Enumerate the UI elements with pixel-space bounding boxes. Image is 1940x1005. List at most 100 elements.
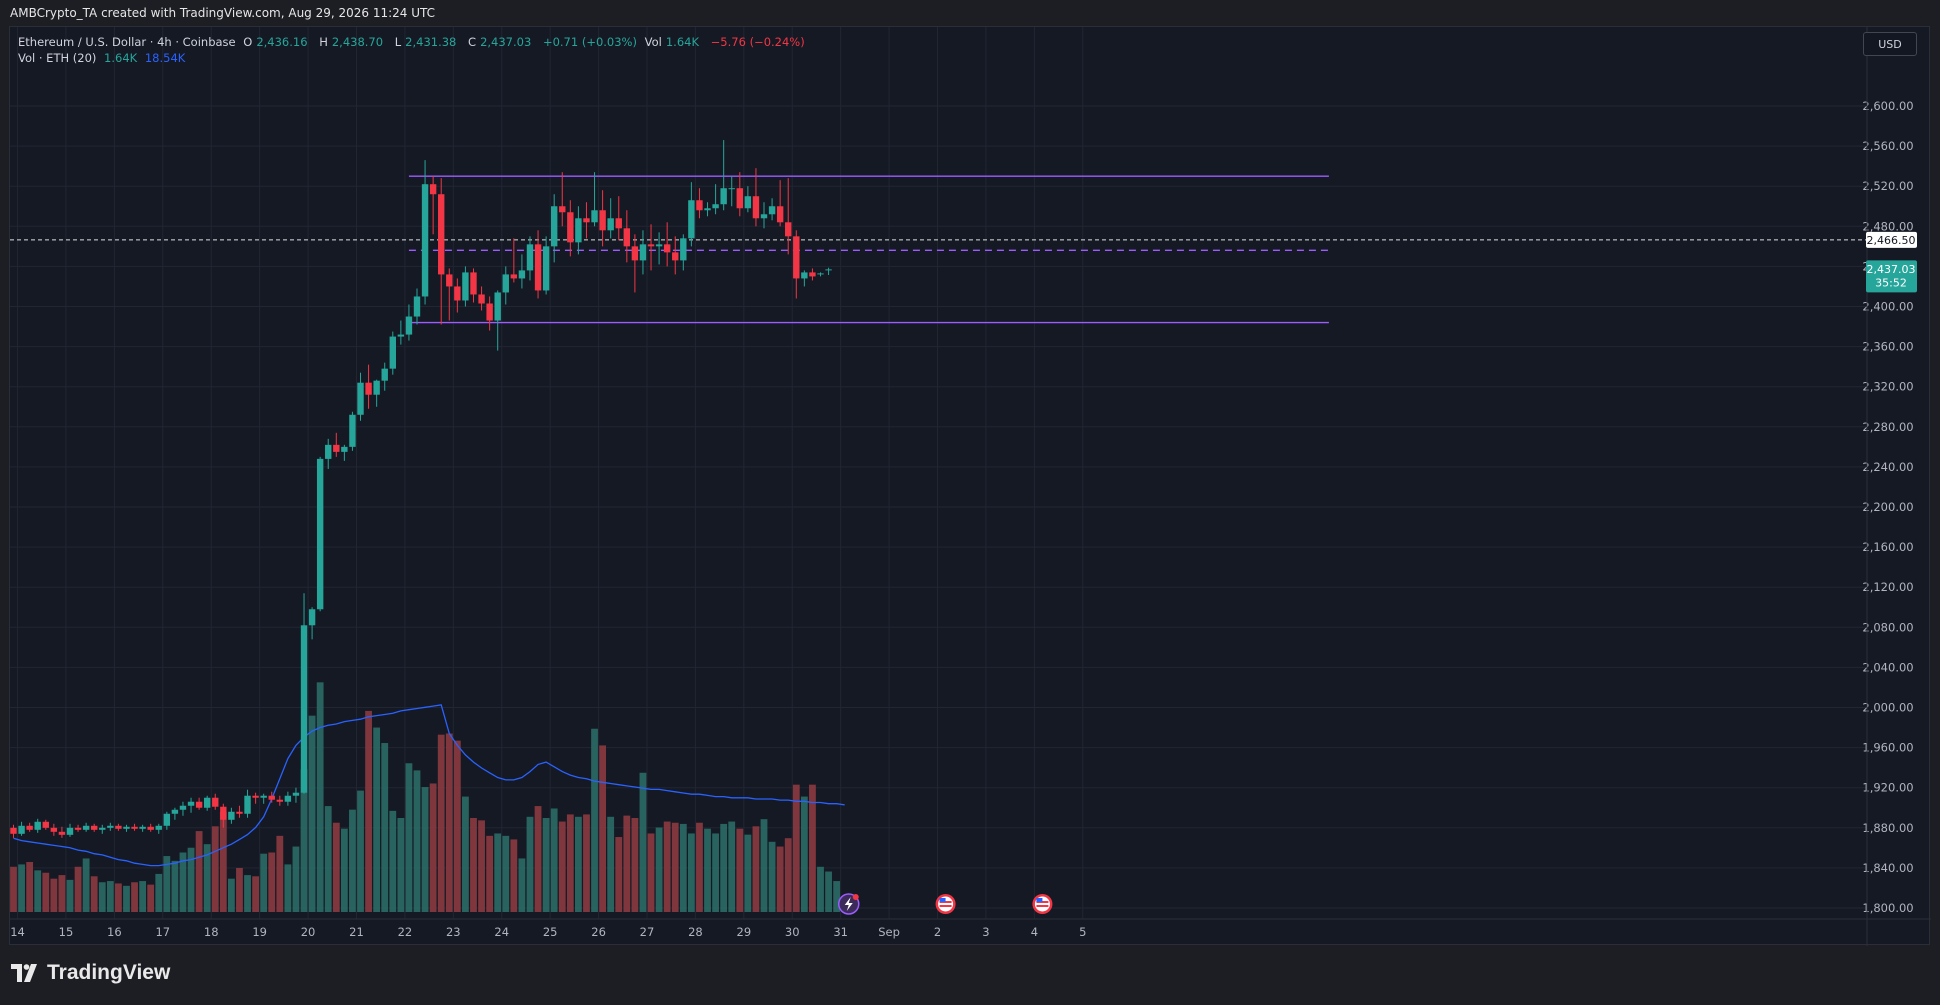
price-change: +0.71 (+0.03%) bbox=[542, 35, 637, 49]
volume-bar bbox=[316, 682, 324, 912]
volume-bar bbox=[139, 881, 147, 912]
candle-body bbox=[575, 218, 582, 243]
candle bbox=[752, 168, 760, 227]
candle bbox=[478, 286, 485, 311]
candle-body bbox=[365, 382, 372, 395]
volume-bar bbox=[462, 796, 469, 912]
volume-bar bbox=[647, 833, 655, 912]
volume-bar bbox=[494, 833, 502, 912]
candle bbox=[438, 178, 445, 325]
candle-body bbox=[236, 811, 243, 814]
candle bbox=[42, 819, 49, 830]
candle bbox=[672, 236, 679, 275]
volume-bar bbox=[631, 817, 639, 912]
candle bbox=[575, 206, 582, 255]
candle-body bbox=[526, 244, 534, 271]
candle bbox=[421, 160, 429, 305]
candle-body bbox=[18, 825, 25, 834]
candle-body bbox=[308, 609, 316, 626]
candle-body bbox=[373, 380, 380, 395]
volume-change: −5.76 (−0.24%) bbox=[710, 35, 805, 49]
candle bbox=[663, 222, 671, 267]
last-price-label-box bbox=[1866, 260, 1917, 293]
candle-body bbox=[655, 244, 663, 247]
volume-bar bbox=[760, 819, 768, 912]
candle bbox=[357, 372, 364, 421]
x-tick-label: Sep bbox=[878, 925, 900, 939]
candle bbox=[647, 224, 655, 271]
candle-body bbox=[639, 244, 647, 261]
volume-bar bbox=[260, 853, 268, 912]
volume-bar bbox=[445, 733, 453, 912]
candle-body bbox=[454, 286, 461, 301]
candle-body bbox=[341, 446, 348, 452]
open-value: 2,436.16 bbox=[256, 35, 308, 49]
volume-bar bbox=[736, 828, 744, 912]
candle-body bbox=[155, 825, 162, 830]
candle-body bbox=[583, 218, 590, 223]
candle bbox=[195, 797, 203, 810]
volume-bar bbox=[163, 856, 171, 912]
candle-body bbox=[809, 272, 816, 277]
volume-series bbox=[10, 682, 849, 912]
symbol-label[interactable]: Ethereum / U.S. Dollar · 4h · Coinbase bbox=[18, 35, 236, 49]
volume-bar bbox=[453, 740, 461, 912]
candle bbox=[510, 238, 518, 283]
candle-body bbox=[381, 368, 388, 381]
candle bbox=[680, 234, 687, 271]
volume-bar bbox=[50, 878, 58, 912]
candle-body bbox=[446, 274, 453, 287]
candle-body bbox=[82, 825, 90, 830]
y-tick-label: 2,040.00 bbox=[1862, 660, 1913, 674]
candle-body bbox=[631, 246, 639, 261]
candle-body bbox=[316, 458, 324, 610]
volume-bar bbox=[187, 847, 195, 912]
price-chart[interactable]: 2,600.002,560.002,520.002,480.002,440.00… bbox=[10, 27, 1931, 946]
volume-bar bbox=[671, 822, 679, 912]
volume-bar bbox=[82, 858, 90, 912]
volume-bar bbox=[405, 763, 413, 912]
x-tick-label: 14 bbox=[10, 925, 25, 939]
volume-bar bbox=[26, 862, 34, 912]
volume-bar bbox=[486, 835, 494, 912]
grid-lines bbox=[10, 27, 1867, 919]
candle bbox=[599, 190, 606, 247]
candle-body bbox=[550, 206, 558, 247]
candle bbox=[203, 795, 211, 811]
volume-bar bbox=[413, 770, 421, 912]
volume-bar bbox=[510, 839, 518, 912]
volume-bar bbox=[687, 833, 695, 912]
candle-body bbox=[276, 799, 284, 802]
brand-name: TradingView bbox=[47, 961, 171, 984]
candle bbox=[349, 411, 356, 451]
candle bbox=[365, 364, 372, 409]
candle-body bbox=[421, 184, 429, 297]
countdown-label: 35:52 bbox=[1875, 276, 1907, 289]
candle bbox=[631, 234, 639, 293]
candle bbox=[688, 182, 695, 247]
candle bbox=[163, 811, 171, 830]
currency-button[interactable]: USD bbox=[1863, 32, 1917, 56]
candle bbox=[801, 270, 808, 287]
x-tick-label: 2 bbox=[934, 925, 941, 939]
candle-body bbox=[817, 273, 824, 275]
candle-body bbox=[10, 827, 17, 834]
candle bbox=[655, 232, 663, 265]
y-tick-label: 2,520.00 bbox=[1862, 179, 1913, 193]
candle-body bbox=[768, 206, 776, 215]
candle bbox=[768, 198, 776, 221]
volume-ma-value: 18.54K bbox=[144, 51, 186, 65]
candle-body bbox=[107, 825, 114, 828]
candle-body bbox=[58, 831, 66, 835]
chart-panel[interactable]: 2,600.002,560.002,520.002,480.002,440.00… bbox=[9, 26, 1931, 946]
candle-body bbox=[559, 206, 566, 213]
candle bbox=[728, 176, 735, 207]
candle-body bbox=[752, 196, 760, 219]
volume-bar bbox=[66, 879, 74, 912]
candle bbox=[228, 807, 235, 824]
volume-bar bbox=[324, 806, 332, 912]
candle bbox=[179, 801, 187, 816]
candle-body bbox=[591, 210, 598, 223]
candle bbox=[50, 823, 58, 836]
volume-indicator-label[interactable]: Vol · ETH (20) bbox=[18, 51, 97, 65]
